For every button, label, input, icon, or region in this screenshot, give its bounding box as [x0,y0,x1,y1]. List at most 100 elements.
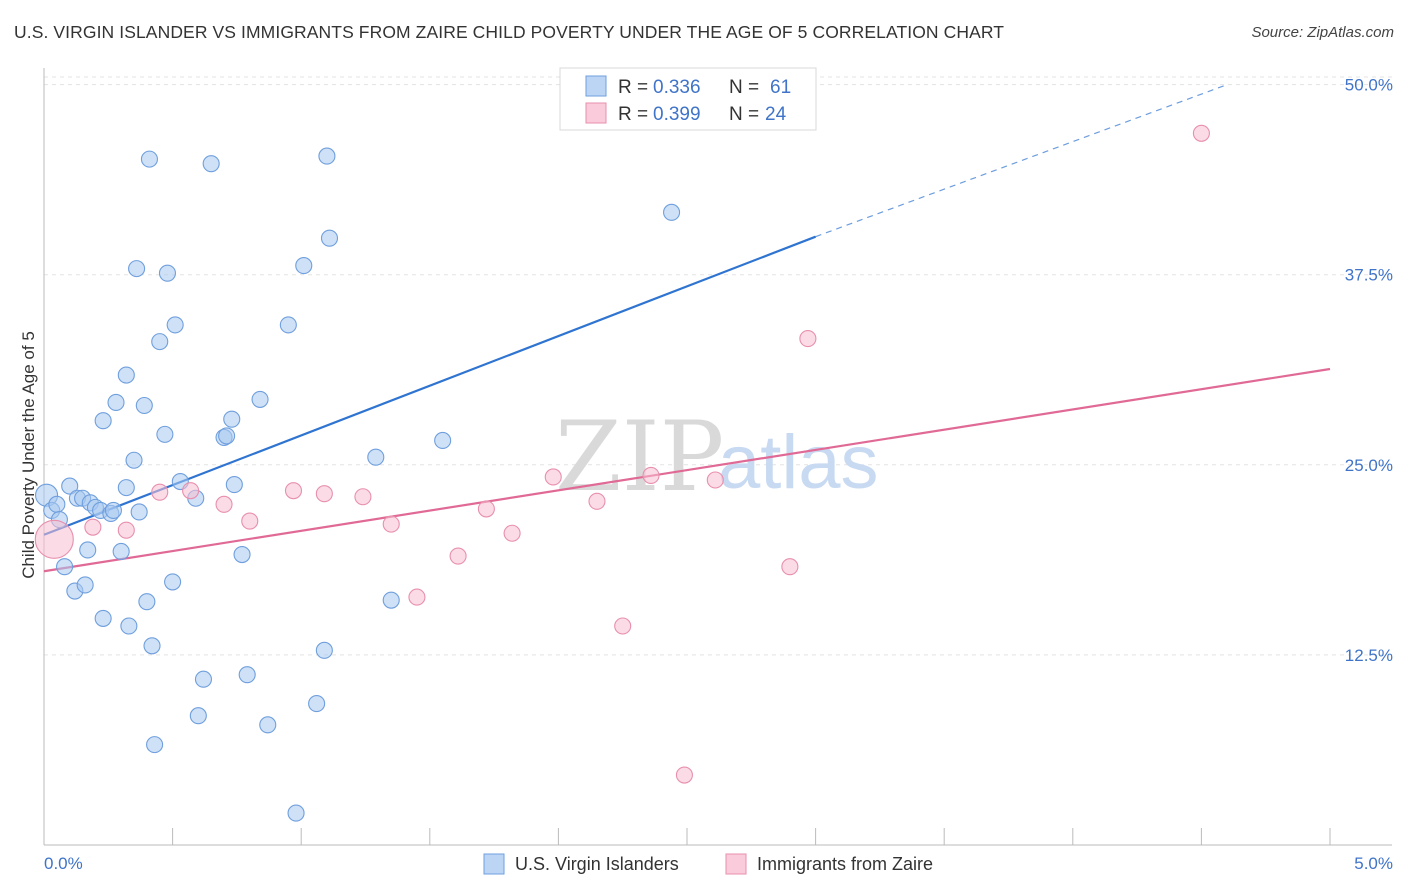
point-s1-22 [799,330,817,348]
point-s1-11 [408,588,426,606]
point-s1-14 [503,524,521,542]
x-tick-label-max: 5.0% [1354,854,1393,873]
bottom-legend-label-1: U.S. Virgin Islanders [515,854,679,874]
point-s0-17 [107,393,125,411]
point-s0-56 [382,591,400,609]
point-s0-25 [135,396,153,415]
legend-r-label-2: R = [618,104,648,125]
legend-n-value-1: 61 [770,77,791,98]
point-s1-5 [215,495,233,513]
point-s0-5 [61,477,79,495]
y-tick-label-2: 37.5% [1345,266,1393,285]
point-s1-4 [182,482,200,500]
legend-n-value-2: 24 [765,104,787,125]
point-s1-9 [354,488,372,506]
point-s0-38 [194,670,213,688]
point-s0-18 [112,542,130,561]
y-tick-label-0: 12.5% [1345,646,1393,665]
chart-title: U.S. VIRGIN ISLANDER VS IMMIGRANTS FROM … [14,22,1005,42]
point-s0-23 [128,260,146,278]
point-s0-31 [156,425,174,443]
point-s0-49 [287,804,305,822]
point-s0-16 [104,501,122,519]
trend-line-1 [43,367,1331,573]
point-s1-3 [151,483,169,501]
gridlines [44,76,1392,656]
point-s1-0 [34,519,74,559]
bottom-legend-swatch-blue [483,853,505,875]
point-s0-48 [279,316,297,334]
trend-line-extension-0 [815,84,1228,238]
point-s0-53 [318,147,336,165]
point-s0-51 [308,695,326,713]
point-s0-57 [434,431,452,450]
bottom-legend: U.S. Virgin Islanders Immigrants from Za… [483,853,933,875]
axes [43,68,1392,846]
source-label: Source: ZipAtlas.com [1251,24,1394,41]
point-s0-58 [663,203,681,221]
bottom-legend-swatch-pink [725,853,747,875]
legend-swatch-pink [585,102,607,124]
point-s0-33 [164,573,182,591]
watermark-zip: ZIP [555,401,724,513]
point-s0-45 [238,666,256,684]
point-s0-4 [56,558,74,576]
y-tick-label-1: 25.0% [1345,456,1393,475]
point-s0-60 [117,479,135,497]
point-s1-12 [449,547,467,565]
y-tick-label-3: 50.0% [1345,76,1393,95]
top-legend: R = 0.336 N = 61 R = 0.399 N = 24 [559,67,817,131]
x-tick-label-min: 0.0% [44,854,83,873]
legend-r-label-1: R = [618,77,648,98]
point-s1-20 [706,471,724,489]
point-s0-46 [251,390,269,408]
point-s0-24 [130,503,148,521]
point-s0-28 [143,637,161,655]
legend-n-label-2: N = [729,104,759,125]
y-axis-label: Child Poverty Under the Age of 5 [19,331,38,579]
point-s0-34 [166,316,184,334]
point-s1-17 [614,617,632,635]
point-s1-2 [117,521,135,539]
point-s0-22 [125,451,143,469]
point-s0-43 [225,476,243,494]
point-s1-16 [588,492,606,510]
point-s0-27 [140,150,159,168]
point-s0-41 [218,427,236,445]
point-s1-23 [1192,124,1210,142]
point-s0-20 [120,617,138,635]
point-s0-39 [202,155,220,173]
point-s1-18 [642,466,660,484]
legend-r-value-1: 0.336 [653,77,701,98]
point-s1-13 [477,500,495,518]
point-s1-19 [675,766,693,784]
legend-swatch-blue [585,75,607,97]
point-s0-21 [94,412,112,430]
point-s1-15 [544,468,562,486]
legend-r-value-2: 0.399 [653,104,701,125]
point-s0-19 [117,366,135,384]
point-s0-2 [48,495,66,513]
point-s0-10 [79,541,97,559]
point-s1-1 [84,518,102,536]
legend-n-label-1: N = [729,77,759,98]
point-s0-14 [94,609,112,627]
point-s1-8 [315,485,333,503]
point-s1-21 [781,558,799,576]
point-s1-6 [241,512,259,530]
bottom-legend-label-2: Immigrants from Zaire [757,854,933,874]
y-tick-labels: 12.5% 25.0% 37.5% 50.0% [1345,76,1393,665]
point-s0-47 [259,716,277,734]
point-s0-55 [367,448,385,466]
point-s0-30 [151,333,169,351]
point-s1-7 [284,482,303,500]
point-s0-9 [76,576,94,594]
point-s0-50 [295,257,313,275]
point-s0-26 [138,593,156,611]
point-s0-54 [320,229,339,247]
point-s0-29 [146,736,164,754]
point-s0-32 [158,264,177,282]
point-s0-37 [189,707,207,725]
data-points [34,76,1210,822]
